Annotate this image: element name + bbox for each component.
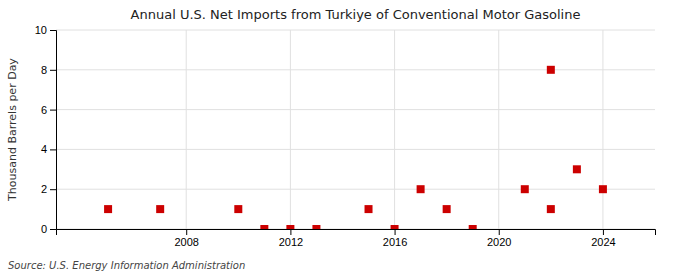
point (469, 225, 477, 229)
y-tick: 0 (41, 223, 56, 235)
annotation: Source: U.S. Energy Information Administ… (8, 260, 245, 271)
point (547, 66, 555, 74)
x-tick-label: 2016 (383, 236, 407, 248)
plot: 2008 2012 2016 2020 2024 0 2 4 6 8 10 (35, 24, 656, 248)
y-grid-line (56, 189, 655, 190)
point (443, 205, 451, 213)
y-tick-label: 8 (41, 64, 47, 76)
point (286, 225, 294, 229)
point (417, 185, 425, 193)
y-tick-mark (50, 110, 56, 111)
title: Annual U.S. Net Imports from Turkiye of … (131, 7, 581, 22)
point (573, 165, 581, 173)
x-tick-label: 2024 (591, 236, 615, 248)
x-tick-label: 2020 (487, 236, 511, 248)
y-tick-mark (50, 70, 56, 71)
y-axis: 0 2 4 6 8 10 (35, 24, 57, 235)
x-grid-line (290, 30, 291, 229)
point (260, 225, 268, 229)
grid (56, 30, 655, 229)
x-tick-label: 2008 (174, 236, 198, 248)
x-tick: 2008 (174, 229, 198, 248)
point (599, 185, 607, 193)
y-tick-mark (50, 189, 56, 190)
x-tick-mark (186, 229, 187, 235)
y-tick-mark (50, 149, 56, 150)
x-tick-mark (603, 229, 604, 235)
y-tick: 4 (41, 143, 56, 155)
y-tick-label: 0 (41, 223, 47, 235)
y-axis-line (50, 31, 57, 230)
point (312, 225, 320, 229)
x-tick-label: 2012 (279, 236, 303, 248)
x-grid-line (498, 30, 499, 229)
points (104, 66, 607, 229)
x-grid-line (186, 30, 187, 229)
y-tick: 6 (41, 104, 56, 116)
x-tick-mark (499, 229, 500, 235)
point (547, 205, 555, 213)
y-tick-label: 4 (41, 143, 47, 155)
y-axis-title: Thousand Barrels per Day (6, 58, 19, 202)
point (234, 205, 242, 213)
point (156, 205, 164, 213)
y-tick: 10 (35, 24, 56, 36)
x-axis-line (57, 230, 656, 236)
y-grid-line (56, 30, 655, 31)
y-tick-label: 10 (35, 24, 47, 36)
y-grid-line (56, 69, 655, 70)
point (391, 225, 399, 229)
point (104, 205, 112, 213)
x-grid-line (394, 30, 395, 229)
x-tick: 2016 (383, 229, 407, 248)
point (521, 185, 529, 193)
y-tick: 2 (41, 183, 56, 195)
y-tick-label: 2 (41, 183, 47, 195)
point (365, 205, 373, 213)
x-tick-mark (290, 229, 291, 235)
y-grid-line (56, 109, 655, 110)
chart: 2008 2012 2016 2020 2024 0 2 4 6 8 10 Annual U.S. N… (0, 0, 675, 275)
x-axis: 2008 2012 2016 2020 2024 (57, 229, 656, 248)
y-tick-mark (50, 30, 56, 31)
x-tick: 2024 (591, 229, 615, 248)
y-tick-mark (50, 229, 56, 230)
x-tick: 2012 (279, 229, 303, 248)
x-tick-mark (395, 229, 396, 235)
y-tick-label: 6 (41, 104, 47, 116)
x-grid-line (602, 30, 603, 229)
x-tick: 2020 (487, 229, 511, 248)
y-grid-line (56, 149, 655, 150)
y-tick: 8 (41, 64, 56, 76)
